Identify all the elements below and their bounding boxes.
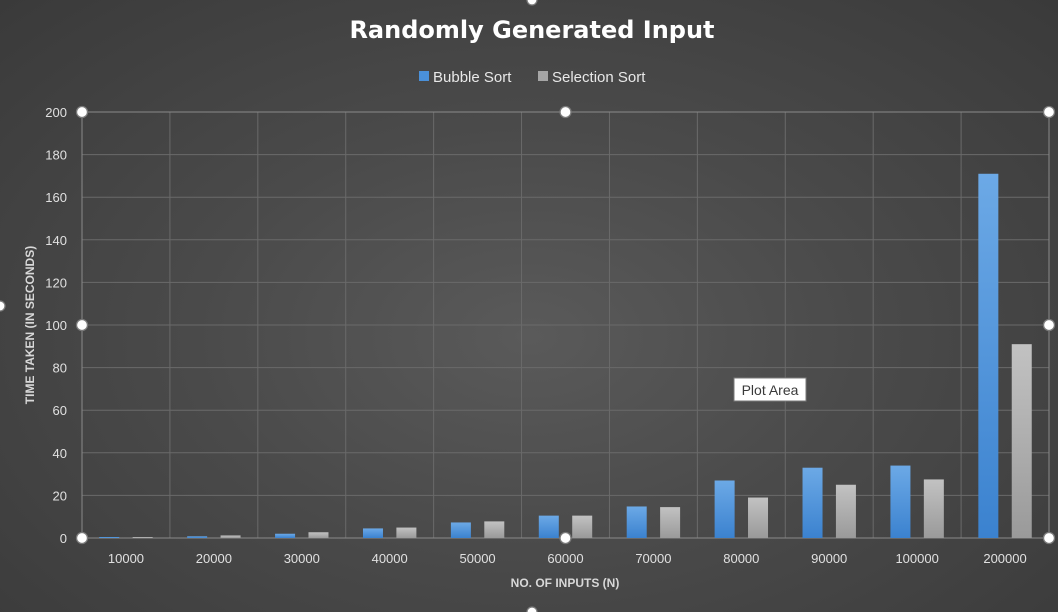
y-tick-label: 180 bbox=[45, 148, 67, 163]
legend-label-bubble-sort: Bubble Sort bbox=[433, 69, 512, 86]
bar-bubble-sort[interactable] bbox=[450, 522, 471, 538]
resize-handle[interactable] bbox=[75, 531, 89, 545]
plot-area-tooltip: Plot Area bbox=[733, 377, 807, 402]
resize-handle[interactable] bbox=[1042, 318, 1056, 332]
x-tick-label: 100000 bbox=[895, 551, 938, 566]
bar-selection-sort[interactable] bbox=[308, 532, 329, 538]
x-tick-label: 10000 bbox=[108, 551, 144, 566]
bar-selection-sort[interactable] bbox=[923, 479, 944, 538]
resize-handle[interactable] bbox=[1042, 531, 1056, 545]
legend-swatch-selection-sort bbox=[538, 71, 548, 81]
x-axis-ticks: 10000 20000 30000 40000 50000 60000 70000 80000… bbox=[108, 551, 1027, 566]
resize-handle[interactable] bbox=[1042, 105, 1056, 119]
bar-bubble-sort[interactable] bbox=[626, 506, 647, 538]
bar-selection-sort[interactable] bbox=[748, 497, 769, 538]
x-tick-label: 60000 bbox=[547, 551, 583, 566]
resize-handle[interactable] bbox=[526, 606, 538, 612]
bar-selection-sort[interactable] bbox=[835, 484, 856, 538]
y-tick-label: 80 bbox=[53, 361, 67, 376]
bar-bubble-sort[interactable] bbox=[978, 173, 999, 538]
x-tick-label: 20000 bbox=[196, 551, 232, 566]
y-axis-title: TIME TAKEN (IN SECONDS) bbox=[23, 246, 37, 404]
tooltip-box bbox=[733, 377, 807, 402]
resize-handle[interactable] bbox=[526, 0, 538, 6]
bar-bubble-sort[interactable] bbox=[538, 515, 559, 538]
resize-handle[interactable] bbox=[559, 105, 572, 119]
bar-selection-sort[interactable] bbox=[660, 507, 681, 538]
bar-selection-sort[interactable] bbox=[1011, 344, 1032, 538]
x-tick-label: 70000 bbox=[635, 551, 671, 566]
bar-selection-sort[interactable] bbox=[572, 515, 593, 538]
bar-bubble-sort[interactable] bbox=[275, 533, 296, 538]
bar-bubble-sort[interactable] bbox=[890, 465, 911, 538]
x-tick-label: 30000 bbox=[284, 551, 320, 566]
y-tick-label: 60 bbox=[53, 403, 67, 418]
y-tick-label: 100 bbox=[45, 318, 67, 333]
y-tick-label: 0 bbox=[60, 531, 67, 546]
bar-selection-sort[interactable] bbox=[220, 535, 241, 538]
y-tick-label: 200 bbox=[45, 105, 67, 120]
y-axis-ticks: 0 20 40 60 80 100 120 140 160 180 200 bbox=[45, 105, 67, 546]
x-axis-title: NO. OF INPUTS (N) bbox=[511, 576, 620, 590]
bar-bubble-sort[interactable] bbox=[362, 528, 383, 538]
bar-bubble-sort[interactable] bbox=[714, 480, 735, 538]
y-tick-label: 140 bbox=[45, 233, 67, 248]
y-tick-label: 40 bbox=[53, 446, 67, 461]
bar-selection-sort[interactable] bbox=[484, 521, 505, 538]
resize-handle[interactable] bbox=[559, 531, 572, 545]
bar-bubble-sort[interactable] bbox=[99, 537, 120, 538]
resize-handle[interactable] bbox=[0, 300, 6, 312]
x-tick-label: 200000 bbox=[983, 551, 1026, 566]
x-tick-label: 50000 bbox=[460, 551, 496, 566]
plot-area[interactable] bbox=[99, 173, 1032, 538]
tooltip-label: Plot Area bbox=[742, 382, 799, 398]
legend[interactable]: Bubble Sort Selection Sort bbox=[419, 69, 646, 86]
x-tick-label: 80000 bbox=[723, 551, 759, 566]
bar-selection-sort[interactable] bbox=[396, 527, 417, 538]
x-tick-label: 40000 bbox=[372, 551, 408, 566]
y-tick-label: 20 bbox=[53, 488, 67, 503]
y-tick-label: 160 bbox=[45, 190, 67, 205]
legend-label-selection-sort: Selection Sort bbox=[552, 69, 646, 86]
bar-bubble-sort[interactable] bbox=[187, 536, 208, 538]
bar-selection-sort[interactable] bbox=[132, 537, 153, 538]
chart-title: Randomly Generated Input bbox=[349, 16, 714, 44]
x-tick-label: 90000 bbox=[811, 551, 847, 566]
legend-swatch-bubble-sort bbox=[419, 71, 429, 81]
bar-bubble-sort[interactable] bbox=[802, 467, 823, 538]
gridlines bbox=[81, 111, 1050, 539]
resize-handle[interactable] bbox=[75, 318, 89, 332]
resize-handle[interactable] bbox=[75, 105, 89, 119]
y-tick-label: 120 bbox=[45, 275, 67, 290]
